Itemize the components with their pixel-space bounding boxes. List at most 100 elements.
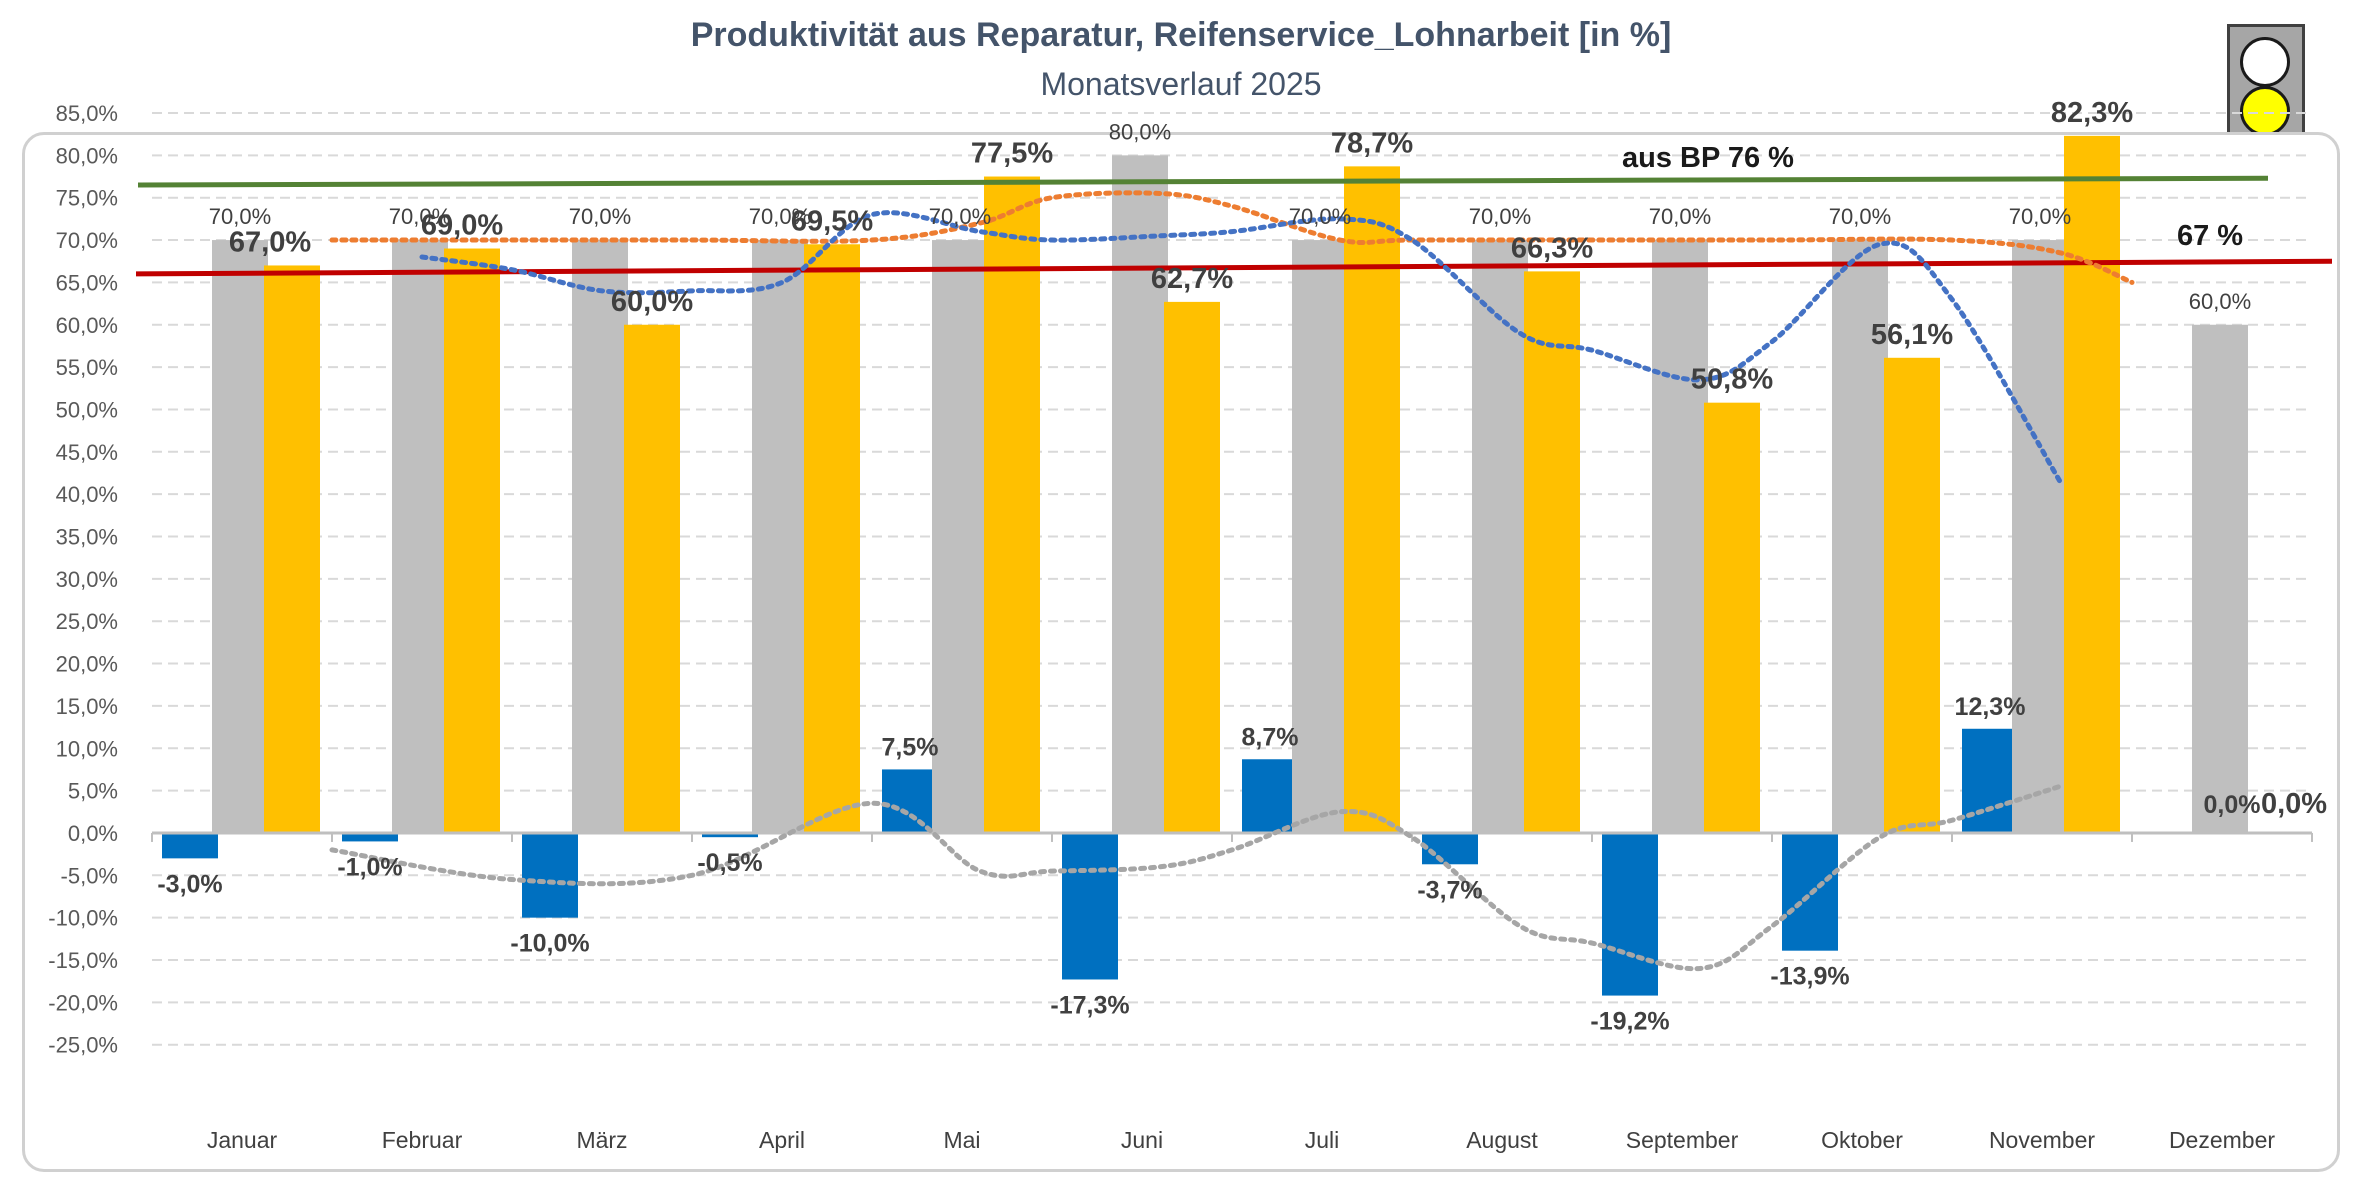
x-tick-label: September — [1626, 1127, 1739, 1153]
diff-data-label: -10,0% — [510, 930, 589, 958]
diff-data-label: -3,7% — [1417, 876, 1482, 904]
data-labels: -3,0% -1,0% -10,0% -0,5% 7,5% -17,3% 8,7% -3,7%… — [157, 97, 2327, 1036]
x-tick-label: Dezember — [2169, 1127, 2275, 1153]
y-tick-label: 70,0% — [56, 228, 118, 253]
target-data-label: 70,0% — [1829, 204, 1891, 229]
trend-lines — [329, 190, 2135, 972]
diff-data-label: 7,5% — [882, 733, 939, 761]
target-bar — [1832, 240, 1888, 833]
x-tick-label: November — [1989, 1127, 2095, 1153]
actual-bar — [1884, 357, 1940, 833]
y-tick-label: 35,0% — [56, 525, 118, 550]
y-axis-tick-labels: 85,0% 80,0% 75,0% 70,0% 65,0% 60,0% 55,0% 50,0%… — [48, 101, 118, 1058]
actual-bar — [444, 248, 500, 833]
actual-data-label: 69,0% — [421, 210, 503, 242]
y-tick-label: 50,0% — [56, 397, 118, 422]
x-tick-label: Juli — [1305, 1127, 1340, 1153]
actual-trend-line — [419, 210, 2063, 484]
x-axis — [151, 831, 2313, 842]
diff-data-label: -0,5% — [697, 849, 762, 877]
reference-lines: aus BP 76 % 67 % — [135, 142, 2333, 277]
target-bar — [1472, 240, 1528, 833]
y-tick-label: 65,0% — [56, 270, 118, 295]
x-tick-label: April — [759, 1127, 805, 1153]
actual-data-label: 62,7% — [1151, 263, 1233, 295]
target-data-label: 70,0% — [929, 204, 991, 229]
target-bar — [212, 240, 268, 833]
y-tick-label: 80,0% — [56, 143, 118, 168]
target-data-label: 70,0% — [1469, 204, 1531, 229]
diff-data-label: 0,0% — [2204, 791, 2261, 819]
target-trend-line — [329, 190, 2135, 285]
x-tick-label: Februar — [382, 1127, 463, 1153]
diff-data-label: 12,3% — [1955, 693, 2026, 721]
diff-bar — [1242, 759, 1298, 833]
target-bar — [752, 240, 808, 833]
diff-bar — [882, 769, 938, 833]
y-tick-label: 20,0% — [56, 652, 118, 677]
diff-bar — [162, 832, 218, 859]
x-tick-label: Juni — [1121, 1127, 1163, 1153]
actual-bar — [2064, 135, 2120, 833]
y-tick-label: 30,0% — [56, 567, 118, 592]
y-tick-label: 45,0% — [56, 440, 118, 465]
reference-line — [137, 175, 2269, 188]
target-bar — [2192, 324, 2248, 833]
actual-data-label: 78,7% — [1331, 127, 1413, 159]
target-bar — [1112, 155, 1168, 833]
actual-bar — [1524, 271, 1580, 833]
diff-bar — [1602, 832, 1658, 996]
actual-data-label: 67,0% — [229, 226, 311, 258]
actual-data-label: 82,3% — [2051, 97, 2133, 129]
y-tick-label: 5,0% — [68, 779, 118, 804]
chart-subtitle: Monatsverlauf 2025 — [1040, 66, 1322, 102]
actual-bar — [1704, 402, 1760, 833]
actual-bar — [624, 324, 680, 833]
target-bar — [1292, 240, 1348, 833]
reference-line-label: 67 % — [2177, 220, 2243, 252]
actual-data-label: 60,0% — [611, 286, 693, 318]
y-tick-label: -5,0% — [61, 863, 118, 888]
actual-data-label: 50,8% — [1691, 364, 1773, 396]
y-tick-label: 85,0% — [56, 101, 118, 126]
diff-data-label: -17,3% — [1050, 991, 1129, 1019]
y-tick-label: 60,0% — [56, 313, 118, 338]
actual-bar — [804, 244, 860, 833]
traffic-light-middle-lamp — [2240, 86, 2290, 136]
target-data-label: 70,0% — [569, 204, 631, 229]
x-tick-label: März — [576, 1127, 627, 1153]
reference-line-label: aus BP 76 % — [1622, 142, 1794, 174]
gridlines — [152, 112, 2312, 1046]
diff-data-label: 8,7% — [1242, 723, 1299, 751]
diff-bar — [342, 832, 398, 842]
x-tick-label: Oktober — [1821, 1127, 1903, 1153]
y-tick-label: 10,0% — [56, 736, 118, 761]
x-tick-label: August — [1466, 1127, 1538, 1153]
target-data-label: 70,0% — [2009, 204, 2071, 229]
actual-bar — [264, 265, 320, 833]
traffic-light-top-lamp — [2240, 37, 2290, 87]
target-bar — [392, 240, 448, 833]
chart-title: Produktivität aus Reparatur, Reifenservi… — [690, 16, 1672, 54]
target-data-label: 70,0% — [1289, 204, 1351, 229]
actual-bar — [1344, 166, 1400, 833]
actual-data-label: 56,1% — [1871, 319, 1953, 351]
diff-bar — [702, 832, 758, 838]
x-tick-label: Januar — [207, 1127, 278, 1153]
target-data-label: 70,0% — [389, 204, 451, 229]
reference-line — [135, 258, 2333, 277]
target-bar — [1652, 240, 1708, 833]
target-bar — [932, 240, 988, 833]
bars — [162, 135, 2248, 996]
y-tick-label: -15,0% — [48, 948, 118, 973]
actual-data-label: 0,0% — [2261, 788, 2327, 820]
diff-data-label: -1,0% — [337, 853, 402, 881]
diff-data-label: -19,2% — [1590, 1008, 1669, 1036]
y-tick-label: 40,0% — [56, 482, 118, 507]
target-data-label: 70,0% — [749, 204, 811, 229]
target-data-label: 70,0% — [209, 204, 271, 229]
y-tick-label: -10,0% — [48, 906, 118, 931]
target-bar — [572, 240, 628, 833]
x-axis-tick-labels: Januar Februar März April Mai Juni Juli August S… — [207, 1127, 2276, 1153]
